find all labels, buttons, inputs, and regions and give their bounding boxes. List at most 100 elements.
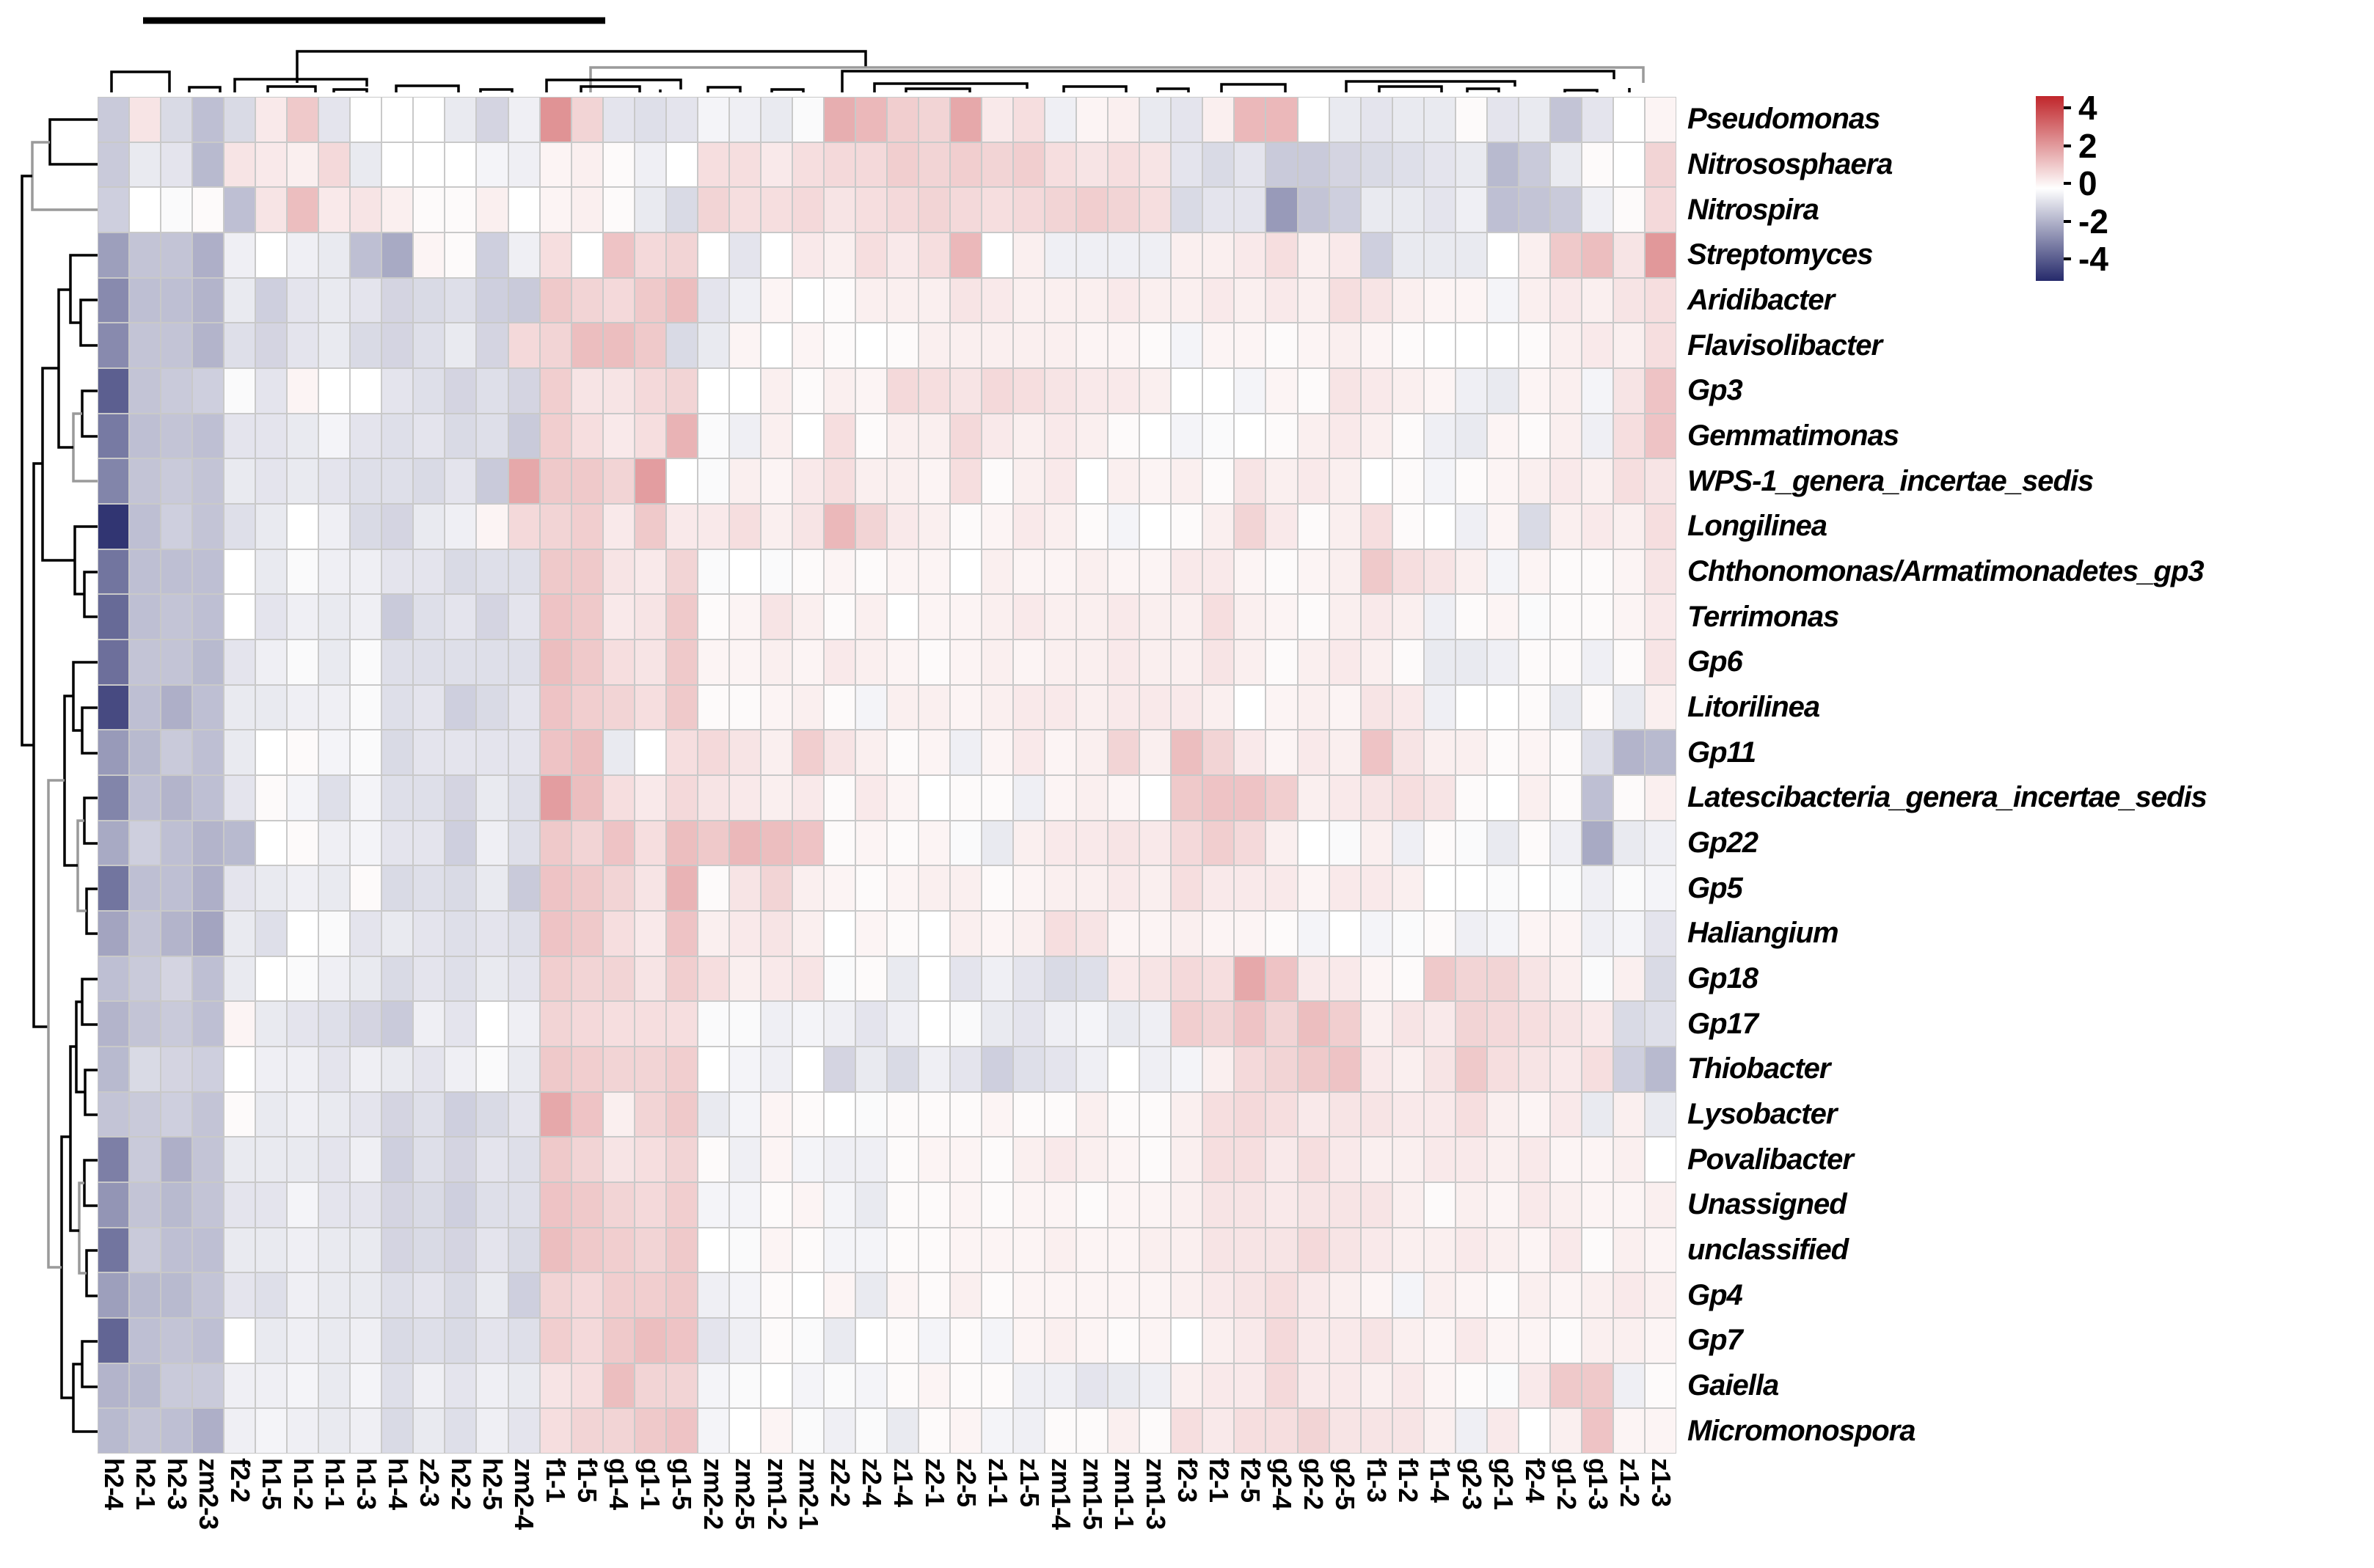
heatmap-cell	[445, 97, 477, 142]
heatmap-cell	[476, 1363, 508, 1409]
heatmap-cell	[1265, 504, 1298, 549]
heatmap-cell	[728, 1091, 761, 1137]
heatmap-cell	[1076, 413, 1109, 459]
heatmap-cell	[1423, 911, 1456, 956]
heatmap-cell	[1013, 549, 1045, 595]
heatmap-cell	[1108, 730, 1140, 775]
heatmap-cell	[634, 187, 666, 232]
heatmap-cell	[1045, 820, 1077, 866]
heatmap-cell	[318, 458, 351, 504]
heatmap-cell	[1013, 956, 1045, 1002]
heatmap-cell	[792, 277, 824, 323]
heatmap-cell	[1265, 640, 1298, 685]
heatmap-cell	[413, 504, 445, 549]
heatmap-cell	[1486, 549, 1519, 595]
heatmap-cell	[129, 956, 161, 1002]
heatmap-cell	[1171, 1182, 1203, 1228]
heatmap-cell	[381, 1182, 414, 1228]
heatmap-cell	[539, 594, 571, 640]
heatmap-cell	[792, 97, 824, 142]
heatmap-cell	[350, 820, 382, 866]
column-label: z2-3	[414, 1458, 445, 1507]
heatmap-cell	[855, 1137, 887, 1182]
heatmap-cell	[413, 187, 445, 232]
column-label: g2-1	[1488, 1458, 1519, 1510]
heatmap-cell	[539, 684, 571, 730]
heatmap-cell	[665, 820, 698, 866]
heatmap-cell	[508, 1182, 540, 1228]
heatmap-cell	[1297, 775, 1329, 821]
heatmap-cell	[445, 956, 477, 1002]
heatmap-cell	[950, 730, 982, 775]
heatmap-cell	[350, 142, 382, 188]
heatmap-cell	[1486, 820, 1519, 866]
heatmap-cell	[665, 594, 698, 640]
heatmap-cell	[445, 142, 477, 188]
heatmap-cell	[855, 1047, 887, 1092]
heatmap-cell	[950, 142, 982, 188]
heatmap-cell	[855, 187, 887, 232]
heatmap-cell	[855, 865, 887, 911]
heatmap-cell	[508, 277, 540, 323]
heatmap-cell	[1613, 1182, 1645, 1228]
heatmap-cell	[413, 820, 445, 866]
heatmap-cell	[1171, 277, 1203, 323]
heatmap-cell	[665, 549, 698, 595]
heatmap-cell	[1549, 549, 1582, 595]
heatmap-cell	[950, 187, 982, 232]
heatmap-cell	[1581, 1272, 1613, 1318]
heatmap-cell	[1423, 1091, 1456, 1137]
heatmap-cell	[1644, 1137, 1676, 1182]
heatmap-cell	[1265, 1001, 1298, 1047]
heatmap-cell	[318, 549, 351, 595]
heatmap-cell	[1045, 1318, 1077, 1363]
heatmap-cell	[508, 730, 540, 775]
heatmap-cell	[508, 1318, 540, 1363]
column-label: f1-2	[1393, 1458, 1424, 1503]
column-label: f2-2	[224, 1458, 255, 1503]
heatmap-cell	[982, 594, 1014, 640]
heatmap-cell	[413, 1363, 445, 1409]
heatmap-cell	[539, 865, 571, 911]
heatmap-cell	[855, 368, 887, 414]
heatmap-cell	[665, 232, 698, 278]
heatmap-cell	[1329, 1408, 1361, 1454]
heatmap-cell	[1013, 1408, 1045, 1454]
heatmap-cell	[287, 97, 319, 142]
heatmap-cell	[760, 458, 792, 504]
column-label: g1-4	[604, 1458, 635, 1510]
heatmap-cell	[350, 1363, 382, 1409]
heatmap-cell	[634, 911, 666, 956]
heatmap-cell	[1644, 1272, 1676, 1318]
heatmap-cell	[1644, 323, 1676, 368]
heatmap-cell	[728, 865, 761, 911]
heatmap-cell	[129, 1091, 161, 1137]
heatmap-cell	[192, 232, 224, 278]
heatmap-cell	[287, 730, 319, 775]
heatmap-cell	[508, 865, 540, 911]
heatmap-cell	[1423, 187, 1456, 232]
heatmap-cell	[192, 1137, 224, 1182]
heatmap-cell	[1171, 1001, 1203, 1047]
heatmap-cell	[728, 730, 761, 775]
heatmap-cell	[571, 1272, 603, 1318]
heatmap-cell	[161, 1091, 193, 1137]
heatmap-cell	[287, 277, 319, 323]
heatmap-cell	[381, 368, 414, 414]
heatmap-cell	[602, 458, 635, 504]
heatmap-cell	[982, 911, 1014, 956]
column-label: f1-5	[572, 1458, 603, 1503]
heatmap-cell	[1392, 1182, 1424, 1228]
heatmap-cell	[1549, 142, 1582, 188]
heatmap-cell	[1455, 640, 1487, 685]
heatmap-cell	[1139, 775, 1172, 821]
heatmap-cell	[1486, 1363, 1519, 1409]
heatmap-cell	[224, 323, 256, 368]
heatmap-cell	[1108, 1182, 1140, 1228]
heatmap-cell	[287, 1227, 319, 1273]
heatmap-cell	[634, 1408, 666, 1454]
heatmap-cell	[760, 911, 792, 956]
heatmap-cell	[982, 142, 1014, 188]
row-label: Gaiella	[1687, 1369, 1779, 1402]
heatmap-cell	[1581, 1137, 1613, 1182]
